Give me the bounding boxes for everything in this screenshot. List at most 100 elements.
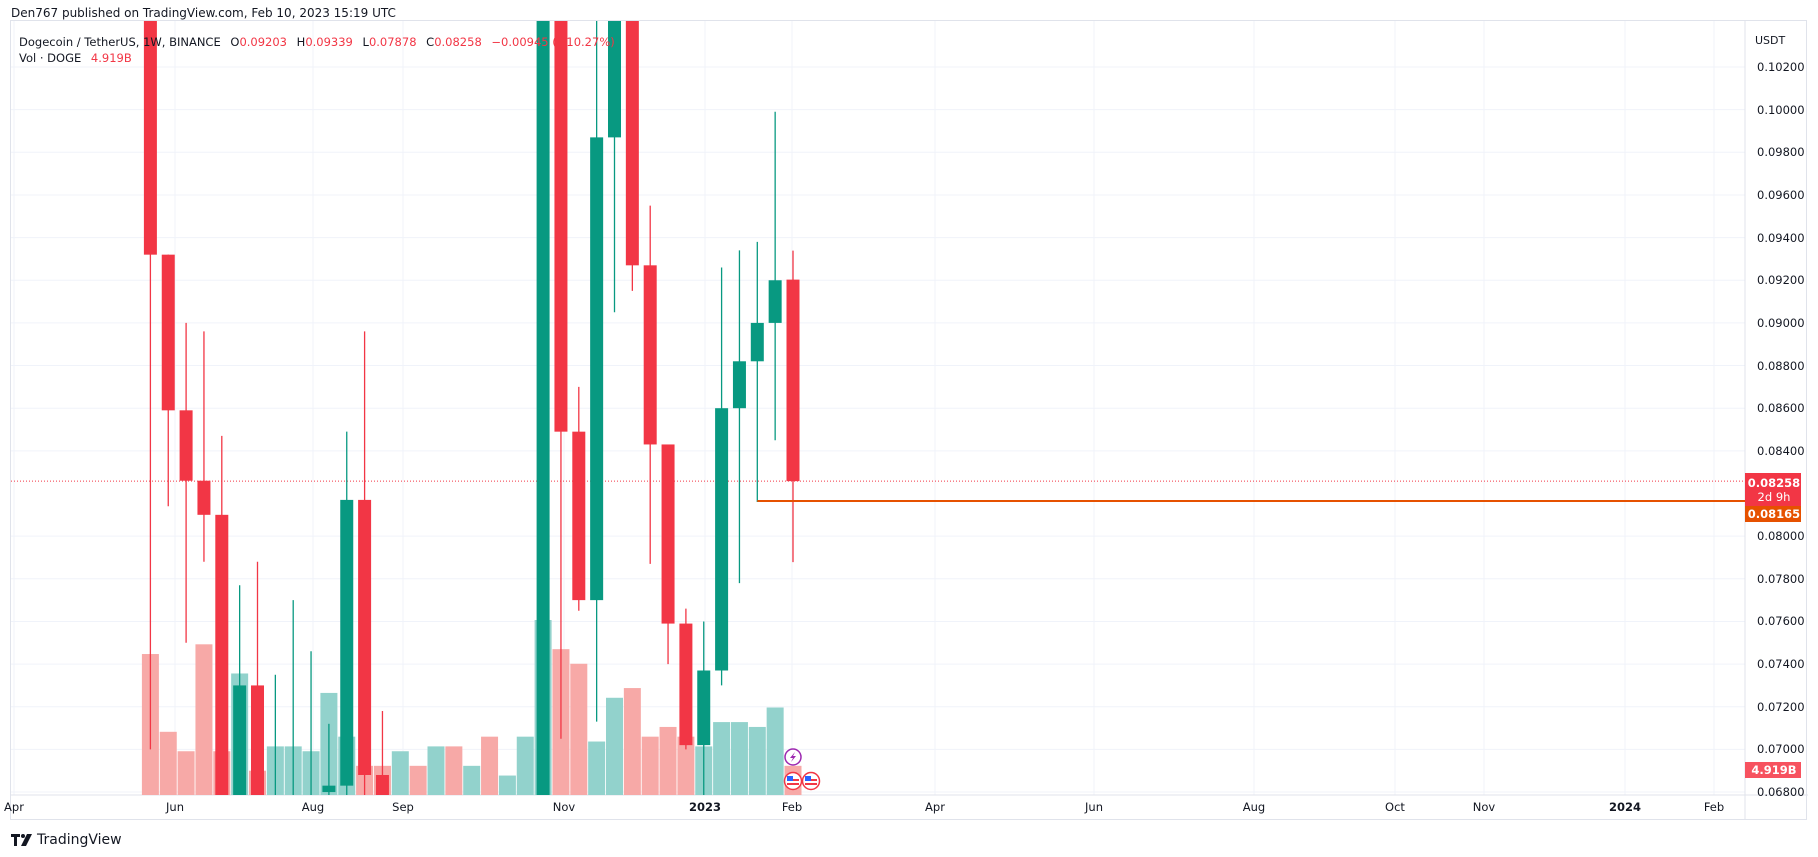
price-tick-label: 0.07800 [1757,571,1805,586]
time-tick-label: Nov [1472,800,1496,814]
volume-bar [570,663,588,795]
candle-body [340,499,354,786]
chart-legend: Dogecoin / TetherUS, 1W, BINANCE O0.0920… [19,34,615,66]
price-tick-label: 0.10000 [1757,102,1805,117]
time-tick-label: Feb [781,800,803,814]
publish-caption: Den767 published on TradingView.com, Feb… [11,6,396,20]
candle-body [269,835,282,856]
time-tick-label: Apr [4,800,24,814]
candle-body [233,685,247,795]
candle-body [572,431,586,601]
candle-body [590,137,604,601]
volume-bar [659,726,677,795]
volume-bar [409,765,427,795]
us-economic-event-icon[interactable] [783,771,803,791]
candle-body [697,670,711,746]
us-economic-event-icon[interactable] [801,771,821,791]
volume-bar [713,722,731,795]
price-tick-label: 0.09200 [1757,273,1805,288]
volume-bar [730,722,748,795]
volume-bar [766,707,784,795]
open-value: 0.09203 [239,35,287,49]
volume-bar [391,751,409,795]
price-tick-label: 0.08000 [1757,529,1805,544]
candle-body [750,322,764,362]
candle-body [768,280,782,323]
change-value: −0.00945 (−10.27%) [491,35,615,49]
candle-body [143,21,157,255]
chart-frame [10,20,1807,820]
volume-label[interactable]: Vol · DOGE [19,51,82,65]
tradingview-logo[interactable]: TradingView [11,832,122,848]
volume-bar [481,736,499,795]
time-tick-label: Aug [301,800,325,814]
volume-bar [677,736,695,795]
candle-body [679,623,693,746]
price-tick-label: 0.08800 [1757,358,1805,373]
candle-body [287,824,300,835]
candle-body [625,21,639,266]
price-tick-label: 0.08400 [1757,443,1805,458]
time-tick-label: Jun [1085,800,1103,814]
time-tick-label: Aug [1242,800,1266,814]
price-tick-label: 0.09400 [1757,230,1805,245]
candle-body [305,813,318,824]
volume-bar [177,751,195,795]
candle-body [536,21,550,795]
price-tick-label: 0.09000 [1757,315,1805,330]
time-tick-label: Oct [1385,800,1405,814]
horizontal-line-price-badge: 0.08165 [1745,506,1801,522]
candle-body [715,408,729,671]
legend-main-row: Dogecoin / TetherUS, 1W, BINANCE O0.0920… [19,34,615,50]
lightning-event-icon[interactable] [784,748,802,766]
candle-body [375,774,389,795]
candle-body [661,444,675,624]
time-tick-label: 2024 [1608,800,1642,814]
price-tick-label: 0.08600 [1757,401,1805,416]
candle-body [179,410,193,481]
open-label: O [230,35,240,49]
bar-countdown: 2d 9h [1757,490,1791,504]
candle-body [786,279,800,482]
candle-body [358,499,372,775]
volume-bar [516,736,534,795]
tradingview-brand: TradingView [37,832,122,848]
price-tick-label: 0.07000 [1757,742,1805,757]
current-price-value: 0.08258 [1747,476,1801,490]
symbol-title[interactable]: Dogecoin / TetherUS, 1W, BINANCE [19,35,221,49]
time-tick-label: Feb [1703,800,1725,814]
series-group [11,21,1745,856]
low-label: L [362,35,369,49]
candle-body [197,480,211,515]
volume-bar [159,731,177,795]
volume-bar [427,746,445,795]
price-tick-label: 0.06800 [1757,785,1805,800]
candle-body [732,361,746,409]
time-tick-label: Nov [552,800,576,814]
candle-body [643,265,657,445]
price-tick-label: 0.07400 [1757,657,1805,672]
candle-body [251,685,264,795]
legend-volume-row: Vol · DOGE 4.919B [19,50,615,66]
volume-bar [498,775,516,795]
candle-body [161,254,175,411]
candle-body [215,514,229,795]
price-tick-label: 0.07600 [1757,614,1805,629]
candle-body [322,785,336,793]
price-tick-label: 0.07200 [1757,699,1805,714]
volume-bar [641,736,659,795]
price-axis-unit[interactable]: USDT [1755,34,1786,47]
volume-bar [195,644,213,795]
current-price-badge: 0.08258 2d 9h [1745,473,1801,507]
volume-bar [606,697,623,795]
price-tick-label: 0.09800 [1757,145,1805,160]
volume-bar [445,746,463,795]
volume-bar [748,726,766,795]
time-tick-label: 2023 [688,800,722,814]
volume-bar [623,688,641,795]
price-tick-label: 0.09600 [1757,187,1805,202]
high-value: 0.09339 [305,35,353,49]
close-label: C [426,35,435,49]
candle-body [554,21,568,432]
